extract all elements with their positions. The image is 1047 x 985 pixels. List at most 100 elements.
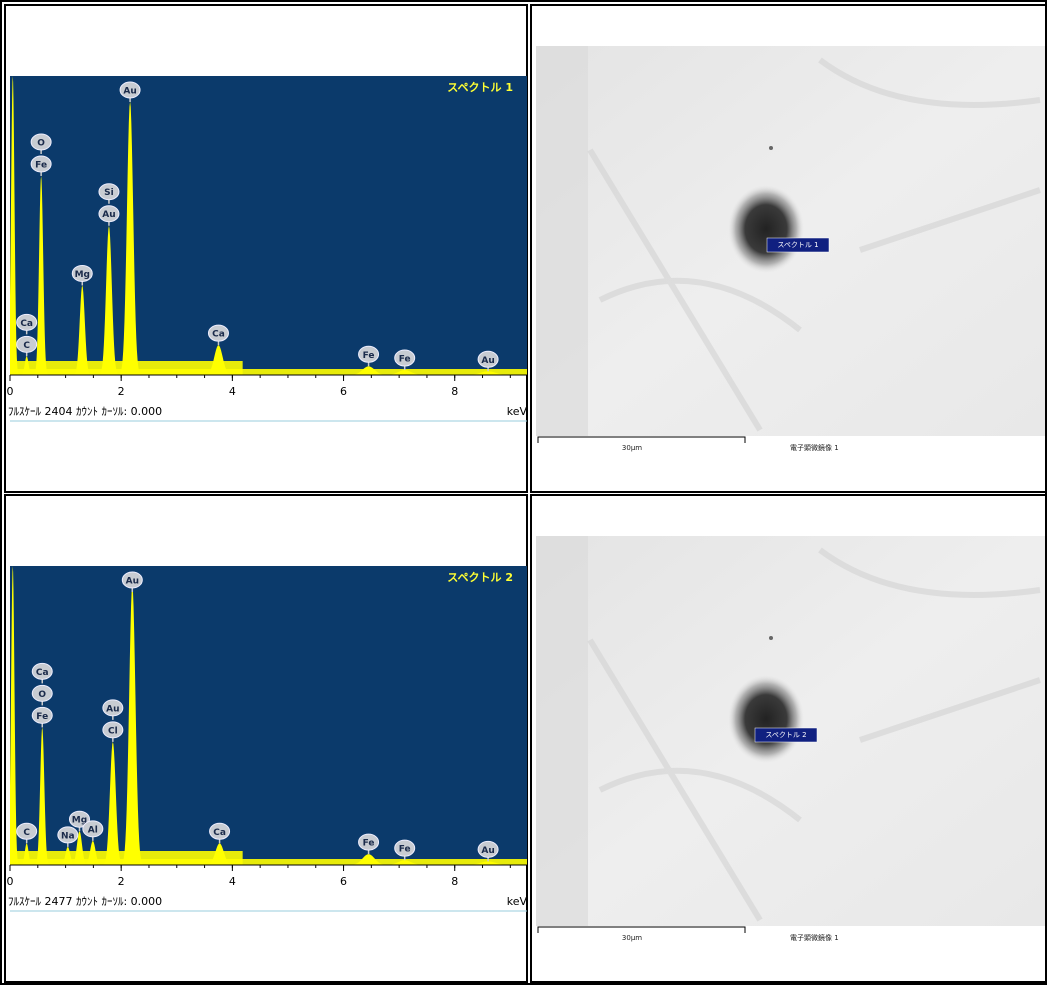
scale-label: 30µm [622,934,642,942]
peak-label: Ca [36,668,49,678]
label-bubble [31,706,53,724]
sem-band [536,536,588,926]
x-unit: keV [507,895,528,908]
peak [101,741,125,865]
label-bubble [16,335,38,353]
footer: ﾌﾙｽｹｰﾙ 2404 ｶｳﾝﾄ ｶｰｿﾙ: 0.000 [8,405,162,418]
peak [458,371,518,375]
speck [769,636,773,640]
footer: ﾌﾙｽｹｰﾙ 2477 ｶｳﾝﾄ ｶｰｿﾙ: 0.000 [8,895,162,908]
peak-label: Fe [36,712,48,722]
peak-label: Mg [72,816,87,826]
label-bubble [30,155,52,173]
label-bubble [71,264,93,282]
label-bubble [82,820,104,838]
marker-box [754,727,818,743]
peak [344,366,393,375]
label-bubble [98,205,120,223]
scale-label: 30µm [622,444,642,452]
peak [202,843,237,865]
label-bubble [16,822,38,840]
peak-label: Na [61,831,75,841]
label-bubble [209,822,231,840]
spectrum-title: スペクトル 2 [447,571,513,584]
x-tick-label: 4 [229,875,236,888]
x-unit: keV [507,405,528,418]
peak-label: Fe [399,355,411,365]
x-tick-label: 4 [229,385,236,398]
label-bubble [207,324,229,342]
label-bubble [31,684,53,702]
peak-label: Fe [363,351,375,361]
x-tick-label: 8 [451,385,458,398]
peak [19,843,35,865]
label-bubble [16,313,38,331]
plot-area [10,76,527,375]
peak-label: C [23,828,30,838]
label-bubble [358,345,380,363]
scale-bar [537,436,746,443]
peak [72,285,93,375]
peak-label: Au [123,87,136,97]
peak-label: Al [88,825,98,835]
label-bubble [394,349,416,367]
label-bubble [394,839,416,857]
peak-label: Au [126,577,139,587]
peak-label: Ca [212,330,225,340]
x-tick-label: 0 [7,875,14,888]
sem-texture [587,547,1041,922]
peak [379,860,431,865]
speck [769,146,773,150]
peak [10,566,20,865]
peak [379,370,431,375]
cell [530,494,1047,983]
peak-label: Au [102,210,115,220]
peak [82,840,104,865]
peak [34,727,51,865]
label-bubble [102,721,124,739]
peak-label: Fe [363,839,375,849]
label-bubble [358,833,380,851]
label-bubble [477,350,499,368]
x-tick-label: 0 [7,385,14,398]
peak [10,76,20,375]
sem-texture [587,57,1041,432]
image-caption: 電子顕微鏡像 1 [790,933,839,942]
peak-label: Au [481,846,494,856]
x-tick-label: 6 [340,875,347,888]
label-bubble [30,133,52,151]
peak-label: Ca [213,828,226,838]
peak-label: Fe [35,160,47,170]
peak-label: Fe [399,845,411,855]
label-bubble [119,81,141,99]
x-tick-label: 8 [451,875,458,888]
particle [728,675,804,763]
peak-label: Au [481,356,494,366]
peak-label: O [38,690,46,700]
peak-label: Cl [108,726,118,736]
peak [58,846,78,865]
peak [19,356,35,375]
peak [201,345,236,375]
label-bubble [31,662,53,680]
label-bubble [121,571,143,589]
label-bubble [98,183,120,201]
label-bubble [477,840,499,858]
peak-label: Mg [75,270,90,280]
peak-label: Si [104,188,114,198]
peak [32,176,50,375]
peak [117,101,143,375]
scale-bar [537,926,746,933]
peak-label: Ca [20,319,33,329]
image-caption: 電子顕微鏡像 1 [790,443,839,452]
peak [458,861,518,865]
continuum [10,369,527,375]
peak [344,854,393,865]
peak-label: Au [106,704,119,714]
sem-band [536,46,588,436]
peak [119,584,145,865]
x-tick-label: 2 [118,385,125,398]
label-bubble [102,699,124,717]
plot-area [10,566,527,865]
